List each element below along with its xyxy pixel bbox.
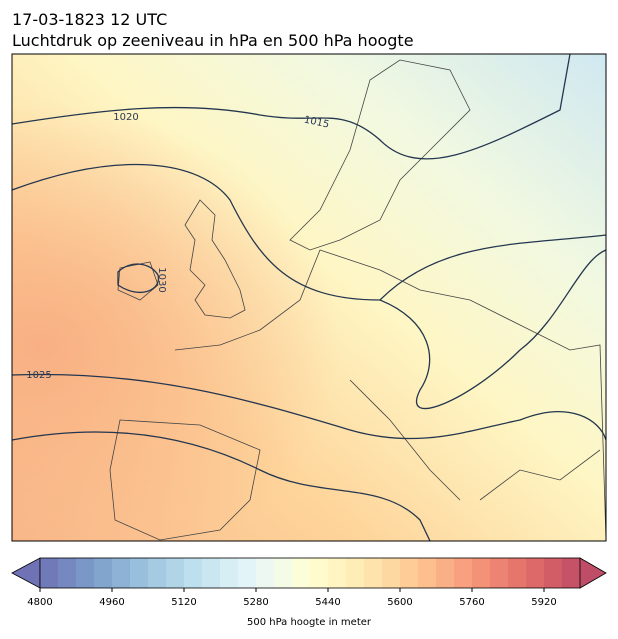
isobar (379, 234, 606, 301)
colorbar-extend (11, 557, 41, 589)
colorbar-swatch (346, 558, 365, 588)
map-frame (11, 53, 607, 542)
isobar (12, 373, 606, 441)
colorbar-swatch (292, 558, 311, 588)
isobar (12, 163, 606, 409)
colorbar-tick-label: 4960 (99, 597, 124, 608)
colorbar-swatch (58, 558, 77, 588)
colorbar-swatch (238, 558, 257, 588)
colorbar-swatch (382, 558, 401, 588)
isobar (12, 54, 571, 160)
colorbar-tick-label: 4800 (27, 597, 52, 608)
colorbar-swatch (166, 558, 185, 588)
colorbar-tick-label: 5120 (171, 597, 196, 608)
colorbar-frame (39, 557, 581, 589)
subtitle: Luchtdruk op zeeniveau in hPa en 500 hPa… (12, 31, 414, 50)
colorbar-tick-label: 5760 (459, 597, 484, 608)
colorbar-swatch (274, 558, 293, 588)
colorbar-swatch (148, 558, 167, 588)
height-field-warm (12, 54, 606, 541)
colorbar-swatch (202, 558, 221, 588)
contour-label: 1025 (26, 370, 51, 381)
colorbar-swatch (562, 558, 581, 588)
colorbar: 4800 4960 5120 5280 5440 5600 5760 5920 (11, 557, 607, 608)
colorbar-label: 500 hPa hoogte in meter (247, 617, 372, 628)
colorbar-swatch (544, 558, 563, 588)
colorbar-swatch (526, 558, 545, 588)
colorbar-swatch (364, 558, 383, 588)
colorbar-swatch (40, 558, 59, 588)
colorbar-swatch (508, 558, 527, 588)
colorbar-swatch (184, 558, 203, 588)
colorbar-swatch (76, 558, 95, 588)
contour-label: 1030 (156, 267, 167, 292)
colorbar-swatch (256, 558, 275, 588)
colorbar-swatch (130, 558, 149, 588)
colorbar-swatch (94, 558, 113, 588)
colorbar-tick-label: 5920 (531, 597, 556, 608)
colorbar-swatch (418, 558, 437, 588)
colorbar-swatch (490, 558, 509, 588)
colorbar-swatch (112, 558, 131, 588)
contour-label: 1015 (303, 115, 330, 131)
title: 17-03-1823 12 UTC (12, 10, 167, 29)
colorbar-tick-label: 5600 (387, 597, 412, 608)
colorbar-extend (579, 557, 607, 589)
colorbar-swatch (220, 558, 239, 588)
map: 1020 1015 1030 1025 (12, 54, 606, 541)
isobar (117, 263, 160, 294)
colorbar-swatch (454, 558, 473, 588)
colorbar-swatch (472, 558, 491, 588)
coastline (109, 59, 606, 541)
colorbar-tick-label: 5440 (315, 597, 340, 608)
isobar (12, 431, 431, 541)
colorbar-tick-label: 5280 (243, 597, 268, 608)
colorbar-swatch (328, 558, 347, 588)
colorbar-swatch (400, 558, 419, 588)
colorbar-swatch (436, 558, 455, 588)
contour-label: 1020 (113, 112, 138, 123)
colorbar-swatch (310, 558, 329, 588)
